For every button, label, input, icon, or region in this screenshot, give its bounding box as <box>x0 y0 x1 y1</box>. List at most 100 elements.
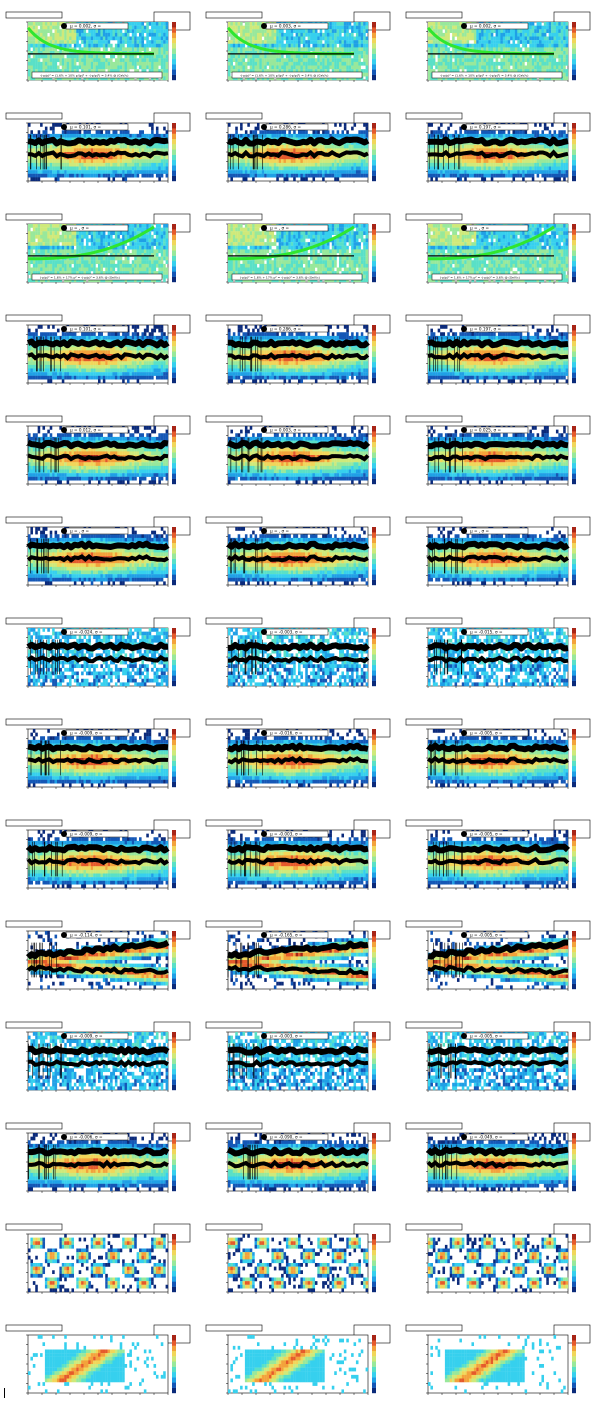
colorbar-segment <box>572 426 576 431</box>
colorbar-segment <box>372 644 376 649</box>
legend-marker <box>61 831 67 837</box>
colorbar-segment <box>172 1175 176 1180</box>
histogram-panel-r3-c1: μ = 0.286, σ = <box>206 315 390 385</box>
legend-marker <box>461 1134 467 1140</box>
colorbar-segment <box>172 1382 176 1387</box>
colorbar-segment <box>372 43 376 48</box>
colorbar-segment <box>372 378 376 383</box>
colorbar-segment <box>372 134 376 139</box>
legend-marker <box>261 225 267 231</box>
colorbar-segment <box>172 38 176 43</box>
colorbar-segment <box>172 1138 176 1143</box>
colorbar-segment <box>572 1180 576 1185</box>
colorbar-segment <box>172 1335 176 1340</box>
histogram-panel-r8-c1: μ = -0.003, σ = <box>206 820 390 890</box>
colorbar-segment <box>372 372 376 377</box>
histogram-panel-r2-c0: (-p/p)² = 1.6% + 17% p² = -(-p/p)² = 3.6… <box>6 214 190 284</box>
colorbar-segment <box>572 325 576 330</box>
panel-title-box <box>406 12 462 18</box>
panel-title-box <box>406 1325 462 1331</box>
colorbar-segment <box>572 1271 576 1276</box>
colorbar-segment <box>372 639 376 644</box>
histogram-panel-r0-c1: -(-p/p)² = (1.6% + 10% p/(p)² + -(-p/p)²… <box>206 12 390 82</box>
mu-sigma-text: μ = -0.003, σ = <box>270 832 303 837</box>
panel-title-box <box>406 517 462 523</box>
colorbar-segment <box>572 431 576 436</box>
colorbar-segment <box>572 947 576 952</box>
colorbar-segment <box>572 1048 576 1053</box>
colorbar-segment <box>172 771 176 776</box>
colorbar-segment <box>572 978 576 983</box>
colorbar-segment <box>172 176 176 181</box>
colorbar-segment <box>572 553 576 558</box>
colorbar-segment <box>172 330 176 335</box>
panel-title-box <box>6 113 62 119</box>
colorbar-segment <box>572 569 576 574</box>
panel-title-box <box>206 12 262 18</box>
colorbar-segment <box>372 463 376 468</box>
histogram-panel-r2-c1: (-p/p)² = 1.6% + 17% p² = -(-p/p)² = 3.6… <box>206 214 390 284</box>
colorbar-segment <box>572 336 576 341</box>
colorbar-segment <box>372 942 376 947</box>
colorbar-segment <box>372 1064 376 1069</box>
colorbar-segment <box>172 431 176 436</box>
colorbar-segment <box>172 1149 176 1154</box>
colorbar-segment <box>372 978 376 983</box>
colorbar-segment <box>172 54 176 59</box>
colorbar-segment <box>572 224 576 229</box>
colorbar-segment <box>572 48 576 53</box>
colorbar-segment <box>172 660 176 665</box>
colorbar-segment <box>172 755 176 760</box>
histogram-panel-r10-c2: μ = -0.005, σ = <box>406 1022 590 1092</box>
colorbar-segment <box>172 144 176 149</box>
colorbar-segment <box>172 149 176 154</box>
colorbar-segment <box>172 1053 176 1058</box>
colorbar-segment <box>172 64 176 69</box>
colorbar-segment <box>172 165 176 170</box>
histogram-panel-r10-c1: μ = -0.003, σ = <box>206 1022 390 1092</box>
colorbar-segment <box>372 734 376 739</box>
colorbar-segment <box>372 1058 376 1063</box>
panel-title-box <box>206 719 262 725</box>
histogram-panel-r12-c1 <box>206 1224 390 1294</box>
colorbar-segment <box>572 1043 576 1048</box>
colorbar-segment <box>172 947 176 952</box>
colorbar-segment <box>372 75 376 80</box>
colorbar-segment <box>172 452 176 457</box>
colorbar-segment <box>372 1255 376 1260</box>
colorbar-segment <box>572 841 576 846</box>
colorbar-segment <box>172 957 176 962</box>
colorbar-segment <box>172 538 176 543</box>
colorbar-segment <box>572 851 576 856</box>
colorbar-segment <box>172 479 176 484</box>
panel-title-box <box>406 214 462 220</box>
colorbar-segment <box>372 527 376 532</box>
colorbar-segment <box>572 54 576 59</box>
histogram-panel-r13-c0 <box>6 1325 190 1395</box>
colorbar-segment <box>172 1372 176 1377</box>
colorbar-segment <box>572 1138 576 1143</box>
colorbar-segment <box>572 229 576 234</box>
colorbar-segment <box>372 761 376 766</box>
colorbar-segment <box>372 830 376 835</box>
colorbar-segment <box>172 1074 176 1079</box>
colorbar-segment <box>372 123 376 128</box>
mu-sigma-text: μ = -0.114, σ = <box>70 933 103 938</box>
colorbar-segment <box>172 734 176 739</box>
panel-title-box <box>406 1123 462 1129</box>
colorbar-segment <box>572 1159 576 1164</box>
colorbar-segment <box>572 1382 576 1387</box>
panel-title-box <box>6 719 62 725</box>
colorbar-segment <box>372 670 376 675</box>
colorbar-segment <box>572 437 576 442</box>
colorbar-segment <box>372 1170 376 1175</box>
panel-title-box <box>6 416 62 422</box>
colorbar-segment <box>572 538 576 543</box>
colorbar-segment <box>572 69 576 74</box>
colorbar-segment <box>172 628 176 633</box>
colorbar-segment <box>372 538 376 543</box>
colorbar-segment <box>372 835 376 840</box>
colorbar-segment <box>372 1043 376 1048</box>
panel-title-box <box>206 315 262 321</box>
